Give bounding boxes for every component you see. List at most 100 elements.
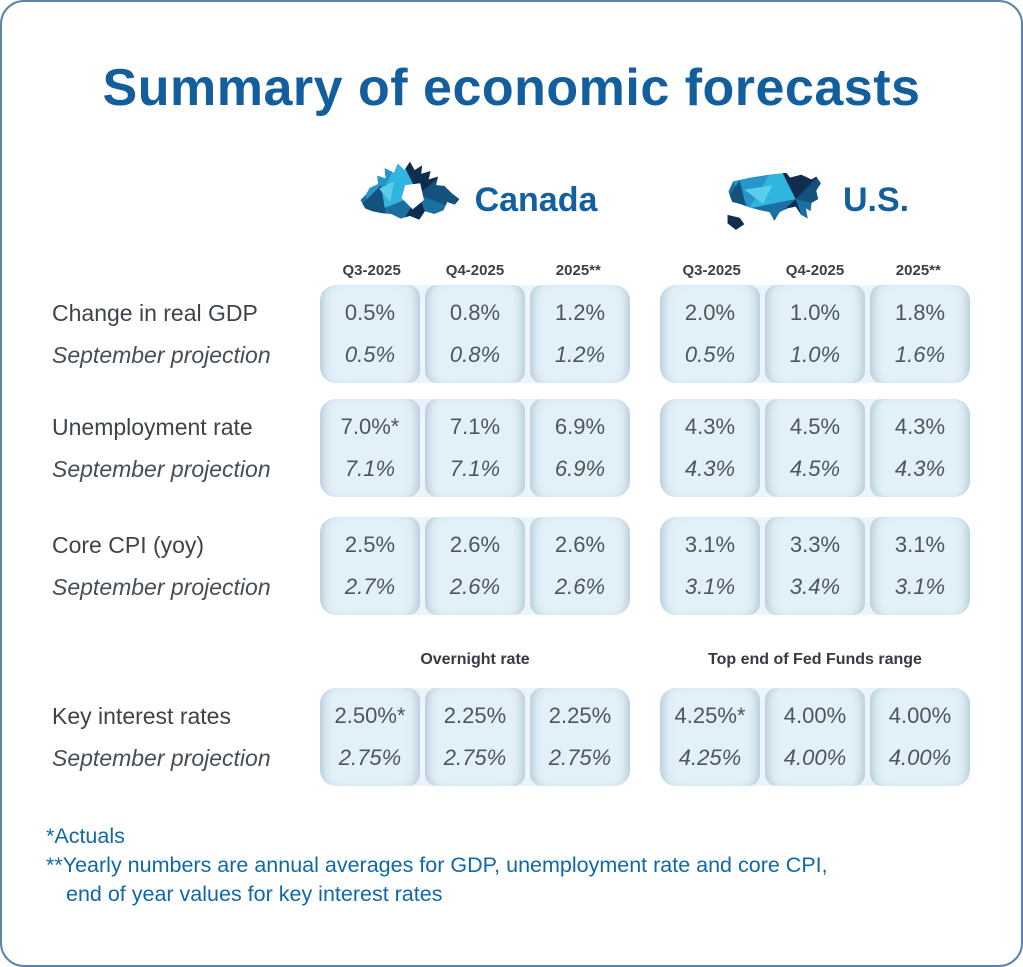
projection-cell: 0.5% <box>344 342 396 367</box>
projection-cell: 4.3% <box>894 456 946 481</box>
value-cell: 1.2% <box>554 300 606 325</box>
metric-label: Core CPI (yoy) <box>52 531 205 558</box>
value-column: 2.25% 2.75% <box>425 688 525 786</box>
column-spacer <box>630 285 660 383</box>
projection-cell: 7.1% <box>449 456 501 481</box>
value-column: 2.6% 2.6% <box>530 517 630 615</box>
projection-cell: 6.9% <box>554 456 606 481</box>
value-cell: 2.25% <box>443 703 507 728</box>
value-column: 0.8% 0.8% <box>425 285 525 383</box>
value-column: 2.50%* 2.75% <box>320 688 420 786</box>
canada-cpi-block: 2.5% 2.7% 2.6% 2.6% 2.6% 2.6% <box>320 517 630 615</box>
row-labels: Core CPI (yoy) September projection <box>52 517 320 615</box>
canada-map-icon <box>353 156 465 244</box>
value-cell: 2.6% <box>449 532 501 557</box>
value-column: 4.3% 4.3% <box>870 399 970 497</box>
footnote-yearly-1: **Yearly numbers are annual averages for… <box>46 853 828 877</box>
value-column: 7.1% 7.1% <box>425 399 525 497</box>
us-column-headers: Q3-2025 Q4-2025 2025** <box>660 258 970 282</box>
projection-cell: 3.1% <box>894 574 946 599</box>
row-group-gdp: Change in real GDP September projection … <box>52 285 970 383</box>
value-column: 3.1% 3.1% <box>870 517 970 615</box>
column-header: Q4-2025 <box>445 261 505 279</box>
row-labels: Change in real GDP September projection <box>52 285 320 383</box>
value-cell: 2.5% <box>344 532 396 557</box>
value-column: 3.3% 3.4% <box>765 517 865 615</box>
value-cell: 4.25%* <box>674 703 746 728</box>
projection-cell: 1.2% <box>554 342 606 367</box>
value-cell: 4.00% <box>888 703 952 728</box>
projection-cell: 1.6% <box>894 342 946 367</box>
projection-cell: 4.25% <box>678 745 742 770</box>
value-cell: 0.8% <box>449 300 501 325</box>
projection-label: September projection <box>52 455 271 482</box>
projection-cell: 7.1% <box>344 456 396 481</box>
projection-label: September projection <box>52 744 271 771</box>
value-cell: 1.8% <box>894 300 946 325</box>
column-header: 2025** <box>895 261 941 279</box>
projection-cell: 2.7% <box>344 574 396 599</box>
page-title: Summary of economic forecasts <box>102 59 921 117</box>
value-column: 2.5% 2.7% <box>320 517 420 615</box>
footnote-actuals: *Actuals <box>46 824 125 848</box>
canada-column-headers: Q3-2025 Q4-2025 2025** <box>320 258 630 282</box>
value-cell: 6.9% <box>554 414 606 439</box>
us-header: U.S. <box>660 152 970 248</box>
value-column: 1.8% 1.6% <box>870 285 970 383</box>
canada-gdp-block: 0.5% 0.5% 0.8% 0.8% 1.2% 1.2% <box>320 285 630 383</box>
projection-cell: 1.0% <box>789 342 841 367</box>
value-cell: 3.1% <box>894 532 946 557</box>
column-header: Q3-2025 <box>682 261 741 279</box>
projection-cell: 2.75% <box>443 745 507 770</box>
value-cell: 2.6% <box>554 532 606 557</box>
us-unemployment-block: 4.3% 4.3% 4.5% 4.5% 4.3% 4.3% <box>660 399 970 497</box>
value-column: 6.9% 6.9% <box>530 399 630 497</box>
value-cell: 4.00% <box>783 703 847 728</box>
value-column: 1.0% 1.0% <box>765 285 865 383</box>
projection-cell: 2.75% <box>338 745 402 770</box>
projection-label: September projection <box>52 573 271 600</box>
value-column: 2.6% 2.6% <box>425 517 525 615</box>
value-column: 2.0% 0.5% <box>660 285 760 383</box>
value-cell: 4.5% <box>789 414 841 439</box>
value-cell: 3.3% <box>789 532 841 557</box>
value-cell: 7.0%* <box>340 414 400 439</box>
overnight-rate-header: Overnight rate <box>420 651 530 668</box>
value-column: 4.00% 4.00% <box>870 688 970 786</box>
us-label: U.S. <box>842 180 910 219</box>
canada-header: Canada <box>320 152 630 248</box>
row-group-interest-rates: Key interest rates September projection … <box>52 688 970 786</box>
us-map-icon <box>721 160 833 240</box>
projection-cell: 3.1% <box>684 574 736 599</box>
projection-cell: 2.6% <box>554 574 606 599</box>
projection-cell: 4.00% <box>783 745 847 770</box>
column-spacer <box>630 399 660 497</box>
value-column: 3.1% 3.1% <box>660 517 760 615</box>
projection-cell: 0.8% <box>449 342 501 367</box>
projection-cell: 4.5% <box>789 456 841 481</box>
footnote-yearly-2: end of year values for key interest rate… <box>66 882 443 906</box>
metric-label: Unemployment rate <box>52 413 253 440</box>
value-column: 4.00% 4.00% <box>765 688 865 786</box>
projection-cell: 4.3% <box>684 456 736 481</box>
us-gdp-block: 2.0% 0.5% 1.0% 1.0% 1.8% 1.6% <box>660 285 970 383</box>
us-cpi-block: 3.1% 3.1% 3.3% 3.4% 3.1% 3.1% <box>660 517 970 615</box>
projection-cell: 2.75% <box>548 745 612 770</box>
metric-label: Key interest rates <box>52 702 231 729</box>
row-labels: Unemployment rate September projection <box>52 399 320 497</box>
footnotes: *Actuals **Yearly numbers are annual ave… <box>46 822 828 909</box>
value-cell: 2.50%* <box>334 703 406 728</box>
value-column: 4.3% 4.3% <box>660 399 760 497</box>
value-cell: 7.1% <box>449 414 501 439</box>
projection-cell: 0.5% <box>684 342 736 367</box>
row-labels: Key interest rates September projection <box>52 688 320 786</box>
projection-cell: 3.4% <box>789 574 841 599</box>
value-cell: 3.1% <box>684 532 736 557</box>
canada-label: Canada <box>474 180 598 219</box>
canada-unemployment-block: 7.0%* 7.1% 7.1% 7.1% 6.9% 6.9% <box>320 399 630 497</box>
column-header: Q4-2025 <box>785 261 845 279</box>
value-cell: 2.0% <box>684 300 736 325</box>
value-column: 0.5% 0.5% <box>320 285 420 383</box>
canada-rates-block: 2.50%* 2.75% 2.25% 2.75% 2.25% 2.75% <box>320 688 630 786</box>
